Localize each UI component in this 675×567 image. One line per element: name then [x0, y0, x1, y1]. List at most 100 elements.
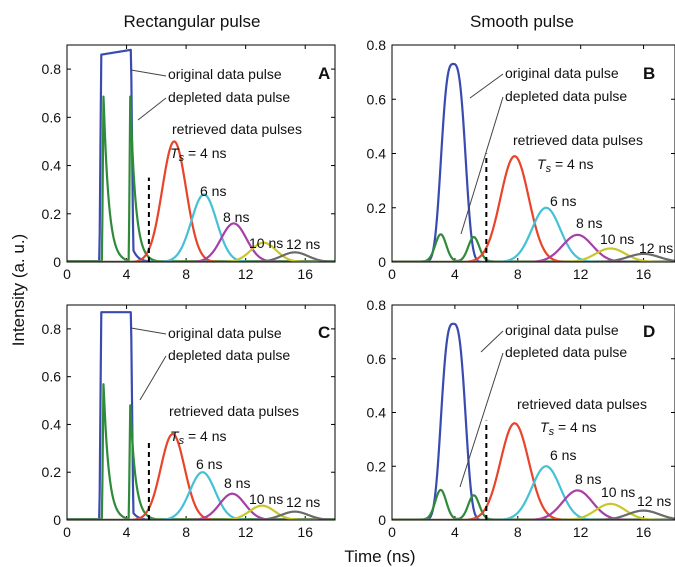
annotation-ts: Ts = 4 ns	[170, 145, 226, 164]
annotation-retrieved: retrieved data pulses	[172, 121, 302, 137]
annotation-ts-label: 12 ns	[286, 494, 320, 510]
x-tick-label: 0	[63, 266, 71, 282]
annotation-original: original data pulse	[505, 322, 619, 338]
annotation-ts-label: 8 ns	[576, 215, 602, 231]
annotation-ts-label: 10 ns	[600, 231, 634, 247]
series-line-ts10	[392, 247, 675, 262]
annotation-ts-label: 10 ns	[601, 484, 635, 500]
x-tick-label: 8	[514, 524, 522, 540]
x-tick-label: 8	[514, 266, 522, 282]
leader-line-depleted	[460, 96, 504, 235]
x-tick-label: 8	[182, 524, 190, 540]
annotation-ts: Ts = 4 ns	[537, 156, 593, 175]
annotation-ts-label: 6 ns	[196, 456, 222, 472]
series-line-ts10	[392, 502, 675, 520]
x-tick-label: 16	[636, 524, 652, 540]
series-line-ts4	[392, 422, 675, 520]
ts-symbol: T	[540, 419, 550, 435]
series-line-ts12	[392, 509, 675, 520]
annotation-ts-label: 8 ns	[575, 471, 601, 487]
x-tick-label: 0	[63, 524, 71, 540]
y-tick-label: 0.4	[367, 146, 387, 162]
annotation-ts-label: 6 ns	[200, 183, 226, 199]
y-tick-label: 0	[378, 254, 386, 270]
annotation-ts-label: 10 ns	[249, 491, 283, 507]
ts-subscript: s	[179, 152, 185, 164]
y-tick-label: 0.8	[367, 37, 387, 53]
annotation-ts-label: 6 ns	[550, 447, 576, 463]
y-tick-label: 0.6	[42, 369, 62, 385]
ts-subscript: s	[546, 163, 552, 175]
y-tick-label: 0.8	[367, 297, 387, 313]
ts-value: = 4 ns	[554, 419, 596, 435]
series-line-ts4	[67, 432, 335, 520]
x-tick-label: 16	[636, 266, 652, 282]
annotation-ts-label: 8 ns	[224, 475, 250, 491]
x-tick-label: 12	[573, 524, 589, 540]
y-tick-label: 0	[378, 512, 386, 528]
x-tick-label: 4	[451, 266, 459, 282]
ts-value: = 4 ns	[551, 156, 593, 172]
panel-d: 0 4 8 12 16 0 0.2 0.4 0.6 0.8 original data pulse d…	[367, 297, 675, 540]
panel-b: 0 4 8 12 16 0 0.2 0.4 0.6 0.8 original data pulse d…	[367, 37, 675, 282]
y-tick-label: 0.8	[42, 61, 62, 77]
series-line-ts4	[67, 140, 335, 262]
y-tick-label: 0.2	[42, 206, 62, 222]
series-line-ts12	[67, 510, 335, 520]
x-tick-label: 8	[182, 266, 190, 282]
annotation-depleted: depleted data pulse	[168, 347, 290, 363]
y-tick-label: 0.2	[42, 464, 62, 480]
col-title-right: Smooth pulse	[470, 12, 574, 31]
series-line-ts12	[392, 252, 675, 262]
leader-line-original	[469, 73, 504, 99]
y-tick-label: 0.6	[42, 109, 62, 125]
y-tick-label: 0.6	[367, 91, 387, 107]
series-line-ts10	[67, 504, 335, 520]
series-line-ts10	[67, 241, 335, 262]
annotation-retrieved: retrieved data pulses	[169, 403, 299, 419]
leader-line-depleted	[137, 97, 167, 121]
annotation-ts-label: 6 ns	[550, 193, 576, 209]
panel-letter: D	[643, 322, 655, 341]
annotation-depleted: depleted data pulse	[505, 344, 627, 360]
series-line-original	[67, 311, 335, 520]
y-tick-label: 0.4	[42, 158, 62, 174]
ts-subscript: s	[179, 435, 185, 447]
series-line-original	[67, 48, 335, 262]
annotation-retrieved: retrieved data pulses	[513, 132, 643, 148]
x-tick-label: 0	[388, 266, 396, 282]
annotation-depleted: depleted data pulse	[505, 88, 627, 104]
series-line-original	[392, 322, 675, 520]
y-tick-label: 0.4	[367, 405, 387, 421]
leader-line-original	[130, 69, 167, 77]
y-tick-label: 0.4	[42, 416, 62, 432]
annotation-original: original data pulse	[505, 65, 619, 81]
plot-frame	[66, 44, 336, 263]
plot-frame	[391, 44, 675, 263]
series-line-ts8	[67, 222, 335, 262]
series-line-ts6	[392, 206, 675, 262]
annotation-original: original data pulse	[168, 66, 282, 82]
plot-frame	[391, 304, 675, 521]
y-tick-label: 0.2	[367, 458, 387, 474]
series-line-ts6	[67, 471, 335, 520]
ts-value: = 4 ns	[184, 145, 226, 161]
ts-value: = 4 ns	[184, 428, 226, 444]
annotation-ts: Ts = 4 ns	[170, 428, 226, 447]
series-line-ts12	[67, 251, 335, 262]
x-tick-label: 12	[238, 524, 254, 540]
leader-line-original	[480, 330, 504, 353]
series-group	[67, 311, 335, 520]
x-tick-label: 4	[451, 524, 459, 540]
ts-symbol: T	[537, 156, 547, 172]
y-tick-label: 0.8	[42, 321, 62, 337]
leader-line-original	[130, 327, 167, 335]
series-group	[67, 48, 335, 262]
panel-a: 0 4 8 12 16 0 0.2 0.4 0.6 0.8 original data pulse d…	[42, 44, 336, 282]
annotation-ts-label: 12 ns	[286, 236, 320, 252]
annotation-ts-label: 12 ns	[639, 240, 673, 256]
series-line-ts4	[392, 155, 675, 262]
panel-letter: A	[318, 64, 330, 83]
ts-subscript: s	[549, 426, 555, 438]
